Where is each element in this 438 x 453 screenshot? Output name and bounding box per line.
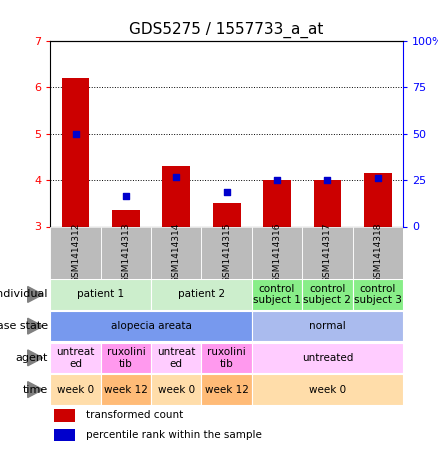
Bar (50, 311, 252, 342)
Bar (201, 342, 252, 373)
Text: normal: normal (309, 321, 346, 331)
Bar (314, 180, 341, 226)
Polygon shape (28, 318, 43, 334)
Bar (162, 166, 190, 226)
Bar (252, 311, 403, 342)
Polygon shape (28, 381, 43, 398)
Bar (151, 374, 201, 405)
Bar (252, 342, 403, 373)
Text: GSM1414315: GSM1414315 (222, 222, 231, 283)
Text: untreat
ed: untreat ed (157, 347, 195, 369)
Point (273, 176, 281, 184)
Point (123, 193, 130, 200)
Bar (50, 226, 101, 279)
Bar (213, 203, 240, 226)
Bar (364, 173, 392, 226)
Bar (101, 226, 151, 279)
Bar (302, 279, 353, 310)
Text: week 0: week 0 (158, 385, 195, 395)
Text: week 12: week 12 (104, 385, 148, 395)
Text: ruxolini
tib: ruxolini tib (207, 347, 246, 369)
Bar (252, 279, 302, 310)
Text: GSM1414312: GSM1414312 (71, 222, 80, 283)
Text: GSM1414317: GSM1414317 (323, 222, 332, 283)
Bar (151, 342, 201, 373)
Point (374, 174, 381, 181)
Text: control
subject 1: control subject 1 (253, 284, 301, 305)
Bar (353, 279, 403, 310)
Text: GSM1414313: GSM1414313 (121, 222, 131, 283)
Text: patient 2: patient 2 (178, 289, 225, 299)
Bar (54, 410, 75, 422)
Bar (50, 342, 101, 373)
Text: percentile rank within the sample: percentile rank within the sample (86, 430, 261, 440)
Text: untreated: untreated (302, 353, 353, 363)
Point (324, 176, 331, 184)
Text: GSM1414318: GSM1414318 (373, 222, 382, 283)
Point (72, 130, 79, 137)
Text: week 0: week 0 (309, 385, 346, 395)
Bar (252, 374, 403, 405)
Bar (50, 279, 151, 310)
Bar (252, 226, 302, 279)
Bar (50, 374, 101, 405)
Point (223, 188, 230, 195)
Bar (101, 374, 151, 405)
Bar (112, 210, 140, 226)
Bar (151, 279, 252, 310)
Text: control
subject 3: control subject 3 (354, 284, 402, 305)
Text: alopecia areata: alopecia areata (111, 321, 191, 331)
Bar (54, 429, 75, 441)
Text: GSM1414314: GSM1414314 (172, 222, 181, 283)
Polygon shape (28, 286, 43, 303)
Text: untreat
ed: untreat ed (57, 347, 95, 369)
Bar (62, 78, 89, 226)
Text: control
subject 2: control subject 2 (304, 284, 351, 305)
Text: week 12: week 12 (205, 385, 249, 395)
Text: individual: individual (0, 289, 48, 299)
Title: GDS5275 / 1557733_a_at: GDS5275 / 1557733_a_at (130, 22, 324, 38)
Text: GSM1414316: GSM1414316 (272, 222, 282, 283)
Bar (302, 226, 353, 279)
Bar (263, 180, 291, 226)
Text: disease state: disease state (0, 321, 48, 331)
Text: ruxolini
tib: ruxolini tib (106, 347, 145, 369)
Bar (201, 374, 252, 405)
Text: patient 1: patient 1 (77, 289, 124, 299)
Text: week 0: week 0 (57, 385, 94, 395)
Bar (151, 226, 201, 279)
Polygon shape (28, 350, 43, 366)
Text: transformed count: transformed count (86, 410, 183, 420)
Bar (201, 226, 252, 279)
Point (173, 173, 180, 180)
Text: agent: agent (15, 353, 48, 363)
Bar (101, 342, 151, 373)
Text: time: time (23, 385, 48, 395)
Bar (353, 226, 403, 279)
